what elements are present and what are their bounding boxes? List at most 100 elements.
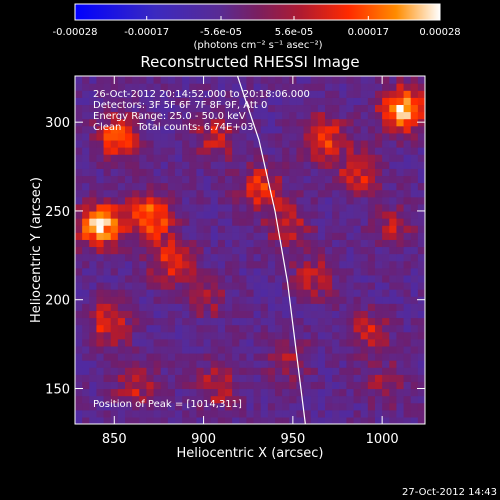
heatmap-cell: [203, 395, 212, 404]
heatmap-cell: [139, 260, 148, 269]
heatmap-cell: [167, 175, 176, 184]
heatmap-cell: [353, 147, 362, 155]
heatmap-cell: [210, 381, 219, 390]
heatmap-cell: [353, 331, 362, 340]
heatmap-cell: [289, 260, 298, 269]
heatmap-cell: [403, 175, 412, 184]
heatmap-cell: [160, 90, 169, 98]
heatmap-cell: [253, 402, 262, 411]
heatmap-cell: [239, 111, 248, 120]
heatmap-cell: [410, 409, 419, 418]
heatmap-cell: [289, 168, 298, 177]
heatmap-cell: [325, 246, 333, 255]
heatmap-cell: [146, 168, 155, 177]
heatmap-cell: [282, 381, 290, 390]
heatmap-cell: [296, 395, 305, 404]
heatmap-cell: [103, 232, 112, 240]
heatmap-cell: [403, 296, 412, 304]
heatmap-cell: [210, 125, 219, 134]
heatmap-cell: [217, 402, 226, 411]
heatmap-cell: [182, 338, 190, 347]
heatmap-cell: [360, 118, 369, 127]
heatmap-cell: [396, 168, 405, 177]
heatmap-cell: [303, 360, 312, 368]
heatmap-cell: [375, 317, 383, 326]
heatmap-cell: [210, 374, 219, 382]
heatmap-cell: [260, 147, 269, 155]
heatmap-cell: [317, 381, 326, 390]
heatmap-cell: [125, 338, 133, 347]
heatmap-cell: [310, 281, 319, 290]
heatmap-cell: [117, 281, 126, 290]
heatmap-cell: [253, 125, 262, 134]
heatmap-cell: [339, 90, 348, 98]
heatmap-cell: [289, 274, 298, 283]
heatmap-cell: [146, 76, 155, 84]
heatmap-cell: [203, 338, 212, 347]
heatmap-cell: [217, 182, 226, 191]
heatmap-cell: [139, 97, 148, 106]
heatmap-cell: [82, 402, 90, 411]
heatmap-cell: [96, 196, 105, 205]
heatmap-cell: [375, 416, 383, 424]
heatmap-cell: [75, 367, 83, 375]
heatmap-cell: [310, 132, 319, 141]
heatmap-cell: [182, 83, 190, 91]
heatmap-cell: [217, 331, 226, 340]
heatmap-cell: [182, 352, 190, 361]
heatmap-cell: [403, 210, 412, 219]
heatmap-cell: [389, 182, 398, 191]
heatmap-cell: [260, 402, 269, 411]
heatmap-cell: [182, 210, 190, 219]
heatmap-cell: [260, 175, 269, 184]
heatmap-cell: [417, 374, 425, 382]
heatmap-cell: [96, 154, 105, 162]
heatmap-cell: [260, 324, 269, 333]
heatmap-cell: [246, 253, 255, 262]
heatmap-cell: [160, 203, 169, 212]
heatmap-cell: [203, 139, 212, 148]
heatmap-cell: [296, 90, 305, 98]
heatmap-cell: [96, 260, 105, 269]
heatmap-cell: [396, 154, 405, 162]
heatmap-cell: [189, 111, 198, 120]
heatmap-cell: [282, 196, 290, 205]
heatmap-cell: [310, 111, 319, 120]
heatmap-cell: [296, 147, 305, 155]
heatmap-cell: [203, 147, 212, 155]
heatmap-cell: [153, 281, 162, 290]
heatmap-cell: [360, 139, 369, 148]
heatmap-cell: [196, 154, 205, 162]
heatmap-cell: [403, 111, 412, 120]
heatmap-cell: [275, 154, 283, 162]
heatmap-cell: [375, 374, 383, 382]
x-axis-label: Heliocentric X (arcsec): [177, 446, 324, 461]
heatmap-cell: [325, 210, 333, 219]
heatmap-cell: [325, 218, 333, 226]
heatmap-cell: [303, 260, 312, 269]
heatmap-cell: [75, 232, 83, 240]
heatmap-cell: [132, 196, 140, 205]
heatmap-cell: [260, 168, 269, 177]
heatmap-cell: [346, 317, 355, 326]
heatmap-cell: [253, 210, 262, 219]
heatmap-cell: [289, 132, 298, 141]
heatmap-cell: [275, 338, 283, 347]
heatmap-cell: [132, 303, 140, 311]
heatmap-cell: [75, 189, 83, 198]
heatmap-cell: [232, 253, 240, 262]
heatmap-cell: [303, 239, 312, 248]
heatmap-cell: [125, 317, 133, 326]
heatmap-cell: [367, 388, 376, 397]
heatmap-cell: [367, 168, 376, 177]
heatmap-cell: [367, 154, 376, 162]
heatmap-cell: [96, 381, 105, 390]
heatmap-cell: [296, 310, 305, 319]
heatmap-cell: [189, 210, 198, 219]
heatmap-cell: [175, 317, 183, 326]
heatmap-cell: [125, 246, 133, 255]
heatmap-cell: [225, 210, 233, 219]
heatmap-cell: [375, 402, 383, 411]
heatmap-cell: [189, 239, 198, 248]
heatmap-cell: [146, 189, 155, 198]
